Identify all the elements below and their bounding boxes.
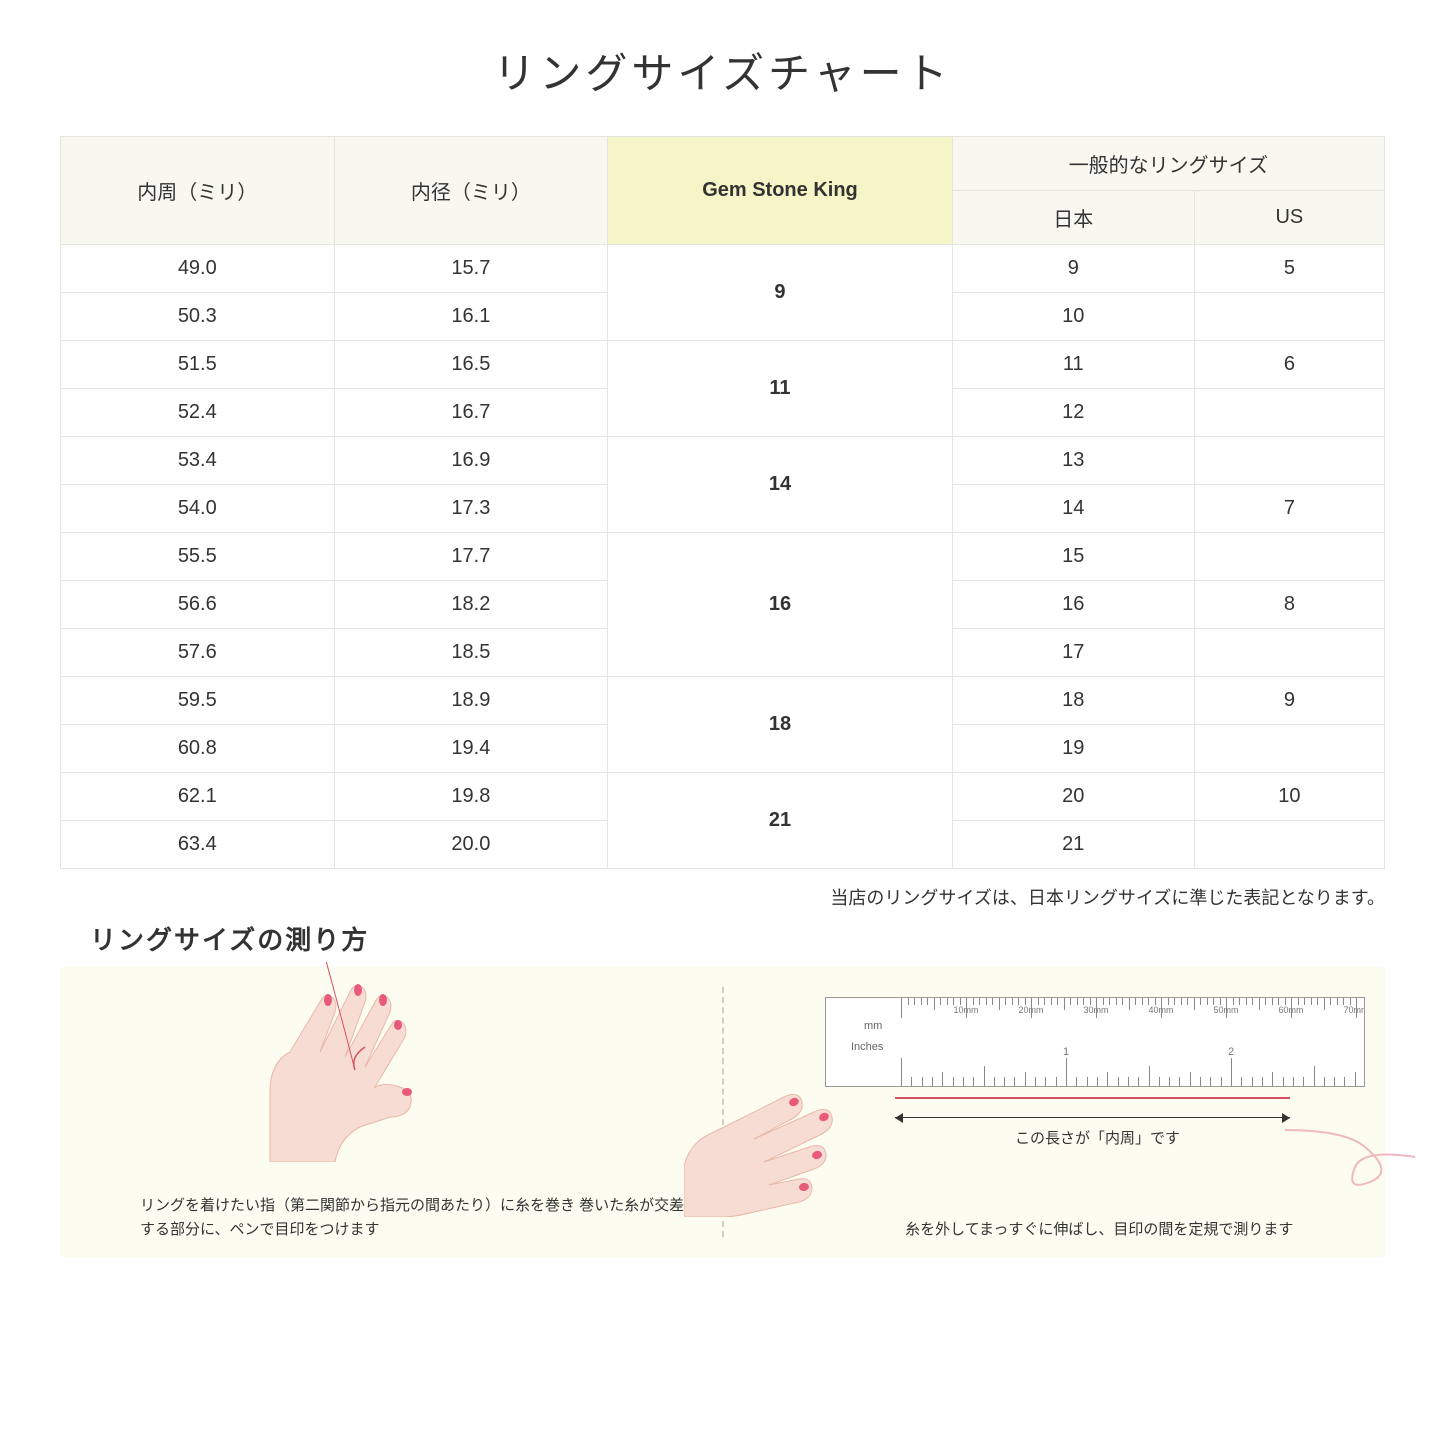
header-gsk: Gem Stone King: [608, 137, 953, 245]
cell-us: [1194, 725, 1384, 773]
hand2-illustration: [684, 1057, 884, 1222]
table-row: 53.416.91413: [61, 437, 1385, 485]
cell-dia: 16.7: [334, 389, 608, 437]
measure-arrow: [895, 1117, 1290, 1118]
cell-dia: 17.3: [334, 485, 608, 533]
cell-gsk: 11: [608, 341, 953, 437]
cell-circ: 54.0: [61, 485, 335, 533]
cell-jp: 18: [952, 677, 1194, 725]
cell-dia: 16.1: [334, 293, 608, 341]
measure-label: この長さが「内周」です: [1015, 1127, 1180, 1148]
cell-us: [1194, 437, 1384, 485]
cell-jp: 17: [952, 629, 1194, 677]
right-caption: 糸を外してまっすぐに伸ばし、目印の間を定規で測ります: [844, 1218, 1356, 1242]
cell-dia: 20.0: [334, 821, 608, 869]
cell-jp: 9: [952, 245, 1194, 293]
cell-jp: 11: [952, 341, 1194, 389]
cell-us: [1194, 629, 1384, 677]
thread-curl: [1285, 1127, 1425, 1207]
howto-left: リングを着けたい指（第二関節から指元の間あたり）に糸を巻き 巻いた糸が交差する部…: [60, 967, 722, 1257]
table-row: 49.015.7995: [61, 245, 1385, 293]
cell-jp: 13: [952, 437, 1194, 485]
size-chart-table: 内周（ミリ） 内径（ミリ） Gem Stone King 一般的なリングサイズ …: [60, 136, 1385, 869]
red-thread: [895, 1097, 1290, 1099]
howto-right: mm Inches 10mm20mm30mm40mm50mm60mm70mm12…: [724, 967, 1386, 1257]
cell-dia: 16.9: [334, 437, 608, 485]
header-japan: 日本: [952, 191, 1194, 245]
cell-gsk: 18: [608, 677, 953, 773]
cell-jp: 20: [952, 773, 1194, 821]
ruler-area: mm Inches 10mm20mm30mm40mm50mm60mm70mm12…: [825, 997, 1365, 1087]
cell-dia: 19.8: [334, 773, 608, 821]
cell-jp: 14: [952, 485, 1194, 533]
cell-us: 6: [1194, 341, 1384, 389]
cell-dia: 16.5: [334, 341, 608, 389]
header-diameter: 内径（ミリ）: [334, 137, 608, 245]
cell-gsk: 16: [608, 533, 953, 677]
cell-us: [1194, 389, 1384, 437]
cell-circ: 50.3: [61, 293, 335, 341]
header-common: 一般的なリングサイズ: [952, 137, 1384, 191]
cell-dia: 17.7: [334, 533, 608, 581]
cell-us: [1194, 533, 1384, 581]
size-table-body: 49.015.799550.316.11051.516.51111652.416…: [61, 245, 1385, 869]
cell-circ: 49.0: [61, 245, 335, 293]
table-row: 55.517.71615: [61, 533, 1385, 581]
cell-circ: 53.4: [61, 437, 335, 485]
cell-jp: 19: [952, 725, 1194, 773]
cell-jp: 21: [952, 821, 1194, 869]
cell-circ: 63.4: [61, 821, 335, 869]
mm-label: mm: [864, 1020, 882, 1032]
cell-us: 5: [1194, 245, 1384, 293]
cell-dia: 18.5: [334, 629, 608, 677]
cell-gsk: 21: [608, 773, 953, 869]
inches-label: Inches: [851, 1041, 883, 1053]
cell-circ: 57.6: [61, 629, 335, 677]
header-us: US: [1194, 191, 1384, 245]
cell-circ: 52.4: [61, 389, 335, 437]
cell-jp: 15: [952, 533, 1194, 581]
cell-jp: 16: [952, 581, 1194, 629]
cell-us: 9: [1194, 677, 1384, 725]
cell-gsk: 9: [608, 245, 953, 341]
cell-us: 10: [1194, 773, 1384, 821]
cell-circ: 60.8: [61, 725, 335, 773]
cell-dia: 15.7: [334, 245, 608, 293]
cell-us: [1194, 293, 1384, 341]
howto-panel: リングを着けたい指（第二関節から指元の間あたり）に糸を巻き 巻いた糸が交差する部…: [60, 967, 1385, 1257]
cell-us: 8: [1194, 581, 1384, 629]
page-title: リングサイズチャート: [60, 40, 1385, 101]
cell-dia: 19.4: [334, 725, 608, 773]
cell-dia: 18.9: [334, 677, 608, 725]
cell-circ: 56.6: [61, 581, 335, 629]
cell-gsk: 14: [608, 437, 953, 533]
cell-circ: 62.1: [61, 773, 335, 821]
hand-illustration: [210, 962, 460, 1167]
cell-circ: 55.5: [61, 533, 335, 581]
cell-circ: 51.5: [61, 341, 335, 389]
cell-us: [1194, 821, 1384, 869]
howto-title: リングサイズの測り方: [90, 920, 1385, 957]
header-circumference: 内周（ミリ）: [61, 137, 335, 245]
cell-us: 7: [1194, 485, 1384, 533]
cell-jp: 12: [952, 389, 1194, 437]
table-row: 62.119.8212010: [61, 773, 1385, 821]
left-caption: リングを着けたい指（第二関節から指元の間あたり）に糸を巻き 巻いた糸が交差する部…: [140, 1194, 692, 1242]
note-text: 当店のリングサイズは、日本リングサイズに準じた表記となります。: [60, 884, 1385, 910]
cell-dia: 18.2: [334, 581, 608, 629]
ruler: mm Inches 10mm20mm30mm40mm50mm60mm70mm12: [825, 997, 1365, 1087]
cell-jp: 10: [952, 293, 1194, 341]
cell-circ: 59.5: [61, 677, 335, 725]
table-row: 51.516.511116: [61, 341, 1385, 389]
table-row: 59.518.918189: [61, 677, 1385, 725]
